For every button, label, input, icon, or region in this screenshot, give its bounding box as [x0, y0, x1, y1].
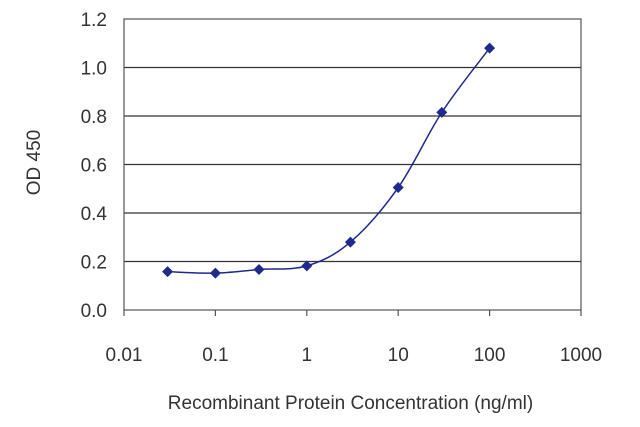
y-axis-title: OD 450 [24, 130, 45, 195]
x-axis-title: Recombinant Protein Concentration (ng/ml… [168, 393, 533, 414]
y-tick-label: 0.6 [81, 156, 107, 177]
grid-lines [124, 66, 581, 263]
x-tick-label: 10 [388, 345, 409, 366]
x-tick-label: 0.01 [106, 345, 143, 366]
y-axis-ticks: 0.0 0.2 0.4 0.6 0.8 1.0 1.2 [81, 10, 108, 322]
data-point-marker [209, 267, 221, 279]
y-tick-label: 0.8 [81, 107, 107, 128]
y-tick-label: 0.4 [81, 204, 108, 225]
y-tick-label: 0.0 [81, 301, 107, 322]
y-tick-label: 1.0 [81, 59, 107, 80]
data-point-marker [344, 236, 356, 248]
series-layer [162, 42, 496, 279]
data-point-marker [301, 260, 313, 272]
data-point-marker [392, 182, 404, 194]
x-tick-label: 0.1 [202, 345, 228, 366]
x-tick-label: 1 [302, 345, 313, 366]
x-tick-label: 100 [474, 345, 506, 366]
y-tick-label: 0.2 [81, 253, 107, 274]
data-point-marker [436, 106, 448, 118]
data-point-marker [253, 264, 265, 276]
series-line [167, 47, 491, 274]
plot-area-frame [123, 18, 582, 311]
x-tick-label: 1000 [560, 345, 602, 366]
x-axis-ticks: 0.01 0.1 1 10 100 1000 [106, 310, 602, 366]
y-tick-label: 1.2 [81, 10, 107, 31]
data-point-marker [484, 42, 496, 54]
data-point-marker [162, 266, 174, 278]
